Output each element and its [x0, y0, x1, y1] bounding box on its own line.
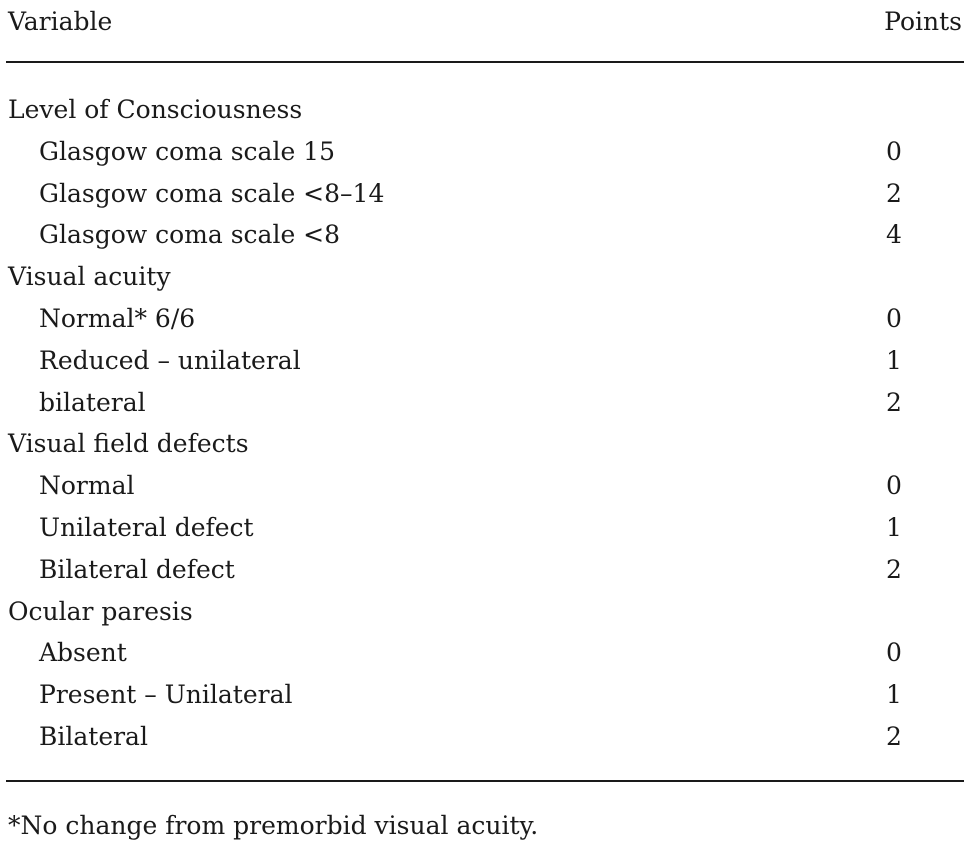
row-label: Reduced – unilateral — [39, 345, 301, 375]
table-row: Glasgow coma scale <8–14 2 — [8, 173, 962, 215]
row-label: Present – Unilateral — [39, 680, 293, 710]
row-label: Normal — [39, 471, 135, 501]
row-points: 2 — [886, 721, 902, 751]
table-body: Level of Consciousness Glasgow coma scale… — [8, 89, 962, 758]
row-label: Bilateral defect — [39, 554, 235, 584]
variable-column-header: Variable — [8, 7, 113, 36]
table-group-row: Level of Consciousness — [8, 89, 962, 131]
row-points: 0 — [886, 471, 902, 501]
row-points: 2 — [886, 178, 902, 208]
header-divider — [6, 61, 964, 63]
row-points: 0 — [886, 638, 902, 668]
row-label: Glasgow coma scale 15 — [39, 136, 335, 166]
table-row: Absent 0 — [8, 632, 962, 674]
row-points: 4 — [886, 220, 902, 250]
table-row: Unilateral defect 1 — [8, 507, 962, 549]
row-points: 2 — [886, 387, 902, 417]
row-label: Glasgow coma scale <8 — [39, 220, 341, 250]
table-row: Normal 0 — [8, 465, 962, 507]
table-footnote: *No change from premorbid visual acuity. — [8, 811, 539, 840]
group-label: Level of Consciousness — [8, 95, 303, 124]
table-row: Present – Unilateral 1 — [8, 674, 962, 716]
table-row: Bilateral defect 2 — [8, 549, 962, 591]
table-row: Glasgow coma scale 15 0 — [8, 131, 962, 173]
table-row: Bilateral 2 — [8, 716, 962, 758]
row-points: 1 — [886, 345, 902, 375]
row-label: Glasgow coma scale <8–14 — [39, 178, 385, 208]
row-label: Bilateral — [39, 721, 148, 751]
table-row: bilateral 2 — [8, 382, 962, 424]
group-label: Visual acuity — [8, 262, 171, 292]
table-row: Reduced – unilateral 1 — [8, 340, 962, 382]
row-label: bilateral — [39, 387, 146, 417]
row-label: Absent — [39, 638, 127, 668]
points-column-header: Points — [884, 7, 962, 36]
row-points: 0 — [886, 136, 902, 166]
row-label: Normal* 6/6 — [39, 303, 196, 333]
table-group-row: Visual acuity — [8, 256, 962, 298]
row-points: 1 — [886, 512, 902, 542]
row-label: Unilateral defect — [39, 512, 254, 542]
table-group-row: Ocular paresis — [8, 591, 962, 633]
table-row: Normal* 6/6 0 — [8, 298, 962, 340]
table-row: Glasgow coma scale <8 4 — [8, 214, 962, 256]
table-group-row: Visual field defects — [8, 423, 962, 465]
group-label: Visual field defects — [8, 429, 249, 459]
row-points: 0 — [886, 303, 902, 333]
group-label: Ocular paresis — [8, 596, 193, 626]
table-header: Variable Points — [8, 4, 962, 44]
row-points: 2 — [886, 554, 902, 584]
row-points: 1 — [886, 680, 902, 710]
table-bottom-divider — [6, 780, 964, 782]
